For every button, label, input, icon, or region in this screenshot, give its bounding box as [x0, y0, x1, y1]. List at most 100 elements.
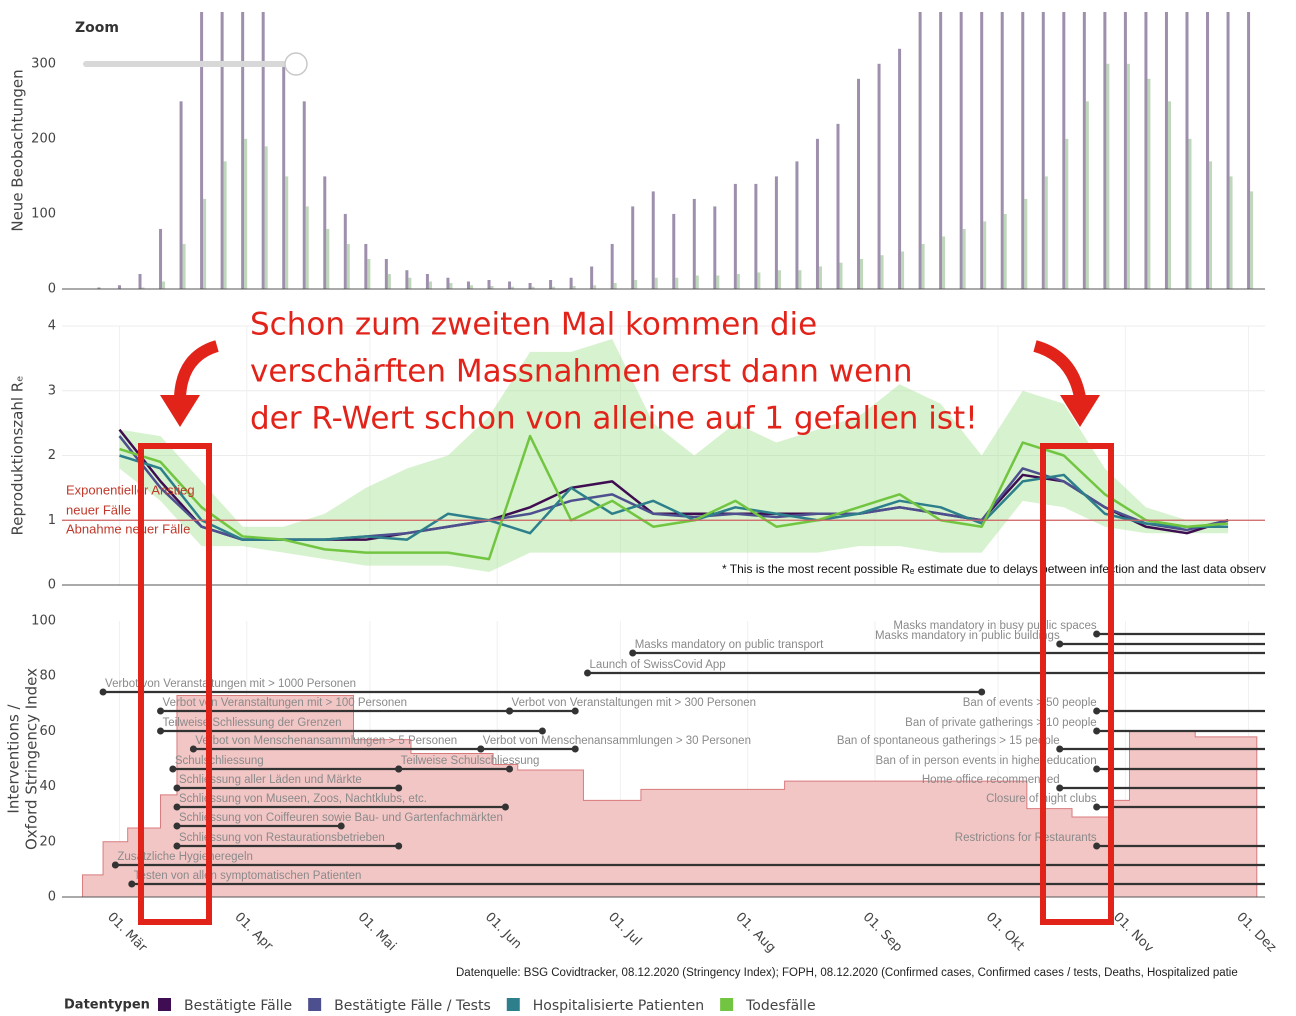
- bar: [223, 161, 227, 289]
- y-tick-label: 3: [48, 383, 56, 398]
- intervention-start: [1093, 842, 1101, 850]
- intervention-label: Zusätzliche Hygieneregeln: [117, 851, 253, 863]
- intervention-label: Restrictions for Restaurants: [955, 832, 1097, 844]
- bar: [405, 270, 409, 289]
- bar: [716, 275, 720, 289]
- bar: [285, 176, 289, 289]
- bar: [408, 277, 412, 289]
- bar: [983, 221, 987, 289]
- bar: [798, 270, 802, 289]
- bar: [282, 63, 286, 289]
- intervention-start: [173, 822, 181, 830]
- intervention-start: [1093, 765, 1101, 773]
- bar: [367, 258, 371, 289]
- bar: [610, 243, 614, 289]
- bar: [631, 206, 635, 289]
- bar: [818, 266, 822, 289]
- y-tick-label: 0: [48, 890, 56, 905]
- intervention-start: [189, 745, 197, 753]
- intervention-label: Masks mandatory in public buildings: [875, 630, 1060, 642]
- intervention-label: Schulschliessung: [175, 755, 264, 767]
- bar: [1185, 12, 1189, 289]
- intervention-start: [1056, 784, 1064, 792]
- x-tick-label: 01. Nov: [1110, 910, 1156, 956]
- bar: [326, 228, 330, 289]
- bar: [1103, 12, 1107, 289]
- legend-label: Todesfälle: [745, 998, 815, 1014]
- bar: [159, 228, 163, 289]
- intervention-start: [1056, 640, 1064, 648]
- intervention-label: Schliessung aller Läden und Märkte: [179, 774, 362, 786]
- intervention-end: [506, 765, 514, 773]
- intervention-label: Ban of spontaneous gatherings > 15 peopl…: [837, 735, 1060, 747]
- intervention-label: Verbot von Veranstaltungen mit > 300 Per…: [512, 697, 757, 709]
- bar: [244, 138, 248, 289]
- annotation: der R-Wert schon von alleine auf 1 gefal…: [250, 401, 978, 437]
- bar: [1044, 176, 1048, 289]
- y-tick-label: 20: [39, 834, 56, 849]
- arrow-head: [1060, 395, 1100, 427]
- slider-knob[interactable]: [284, 52, 308, 76]
- intervention-label: Testen von allen symptomatischen Patient…: [134, 870, 362, 882]
- intervention-label: Ban of private gatherings > 10 people: [905, 717, 1097, 729]
- legend-label: Hospitalisierte Patienten: [533, 998, 704, 1014]
- note: * This is the most recent possible Rₑ es…: [722, 562, 1266, 576]
- legend-title: Datentypen: [64, 998, 150, 1013]
- bar: [1106, 63, 1110, 289]
- bar: [654, 277, 658, 289]
- intervention-label: Schliessung von Museen, Zoos, Nachtklubs…: [179, 793, 427, 805]
- bar: [364, 243, 368, 289]
- x-tick-label: 01. Sep: [860, 910, 905, 955]
- annotation: verschärften Massnahmen erst dann wenn: [250, 354, 912, 390]
- arrow: [1033, 340, 1086, 399]
- bar: [901, 251, 905, 289]
- bar: [839, 262, 843, 289]
- bar: [774, 176, 778, 289]
- bar: [487, 279, 491, 289]
- intervention-start: [584, 669, 592, 677]
- x-tick-label: 01. Apr: [231, 910, 276, 955]
- bar: [880, 255, 884, 289]
- bar: [1082, 12, 1086, 289]
- legend-label: Bestätigte Fälle: [184, 998, 292, 1014]
- intervention-start: [1093, 630, 1101, 638]
- bar: [918, 12, 922, 289]
- bar: [182, 243, 186, 289]
- intervention-start: [477, 745, 485, 753]
- bar: [428, 281, 432, 289]
- y-axis-label: Neue Beobachtungen: [9, 69, 27, 231]
- bar: [736, 273, 740, 289]
- intervention-start: [173, 784, 181, 792]
- bar: [449, 282, 453, 289]
- bar: [1226, 12, 1230, 289]
- bars: [97, 12, 1254, 289]
- bar: [572, 285, 576, 289]
- arrow: [174, 340, 219, 398]
- bar: [1003, 213, 1007, 289]
- bar: [446, 277, 450, 289]
- y-tick-label: 100: [31, 614, 56, 629]
- bar: [1085, 101, 1089, 289]
- x-tick-label: 01. Jun: [482, 910, 525, 953]
- bar: [425, 273, 429, 289]
- bar: [1021, 12, 1025, 289]
- bar: [200, 12, 204, 289]
- bar: [1188, 138, 1192, 289]
- bar: [531, 286, 535, 289]
- bar: [857, 78, 861, 289]
- intervention-label: Verbot von Veranstaltungen mit > 1000 Pe…: [105, 678, 356, 690]
- bar: [1123, 12, 1127, 289]
- intervention-start: [1093, 727, 1101, 735]
- intervention-end: [978, 688, 986, 696]
- bar: [241, 12, 245, 289]
- bar: [323, 176, 327, 289]
- bar: [672, 213, 676, 289]
- bar: [733, 183, 737, 289]
- intervention-start: [173, 803, 181, 811]
- zoom-slider[interactable]: [83, 52, 308, 76]
- intervention-start: [1093, 803, 1101, 811]
- bar: [1247, 12, 1251, 289]
- intervention-start: [157, 707, 165, 715]
- intervention-end: [501, 803, 509, 811]
